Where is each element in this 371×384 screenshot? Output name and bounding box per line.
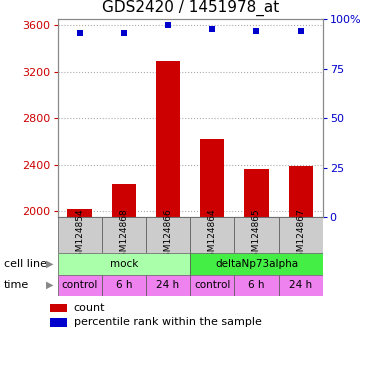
Bar — [190, 253, 323, 275]
Text: count: count — [74, 303, 105, 313]
Point — [298, 28, 303, 34]
Bar — [156, 61, 180, 217]
Bar — [200, 139, 224, 217]
Bar — [279, 217, 323, 253]
Text: GSM124854: GSM124854 — [75, 208, 84, 263]
Text: 24 h: 24 h — [157, 280, 180, 290]
Point — [209, 26, 215, 32]
Bar — [68, 209, 92, 217]
Bar — [58, 217, 102, 253]
Bar — [234, 217, 279, 253]
Title: GDS2420 / 1451978_at: GDS2420 / 1451978_at — [102, 0, 279, 17]
Text: GSM124865: GSM124865 — [252, 208, 261, 263]
Bar — [289, 166, 313, 217]
Bar — [50, 304, 68, 312]
Bar — [244, 169, 269, 217]
Bar — [190, 275, 234, 296]
Bar — [279, 275, 323, 296]
Text: 6 h: 6 h — [116, 280, 132, 290]
Bar — [190, 217, 234, 253]
Bar — [112, 184, 136, 217]
Bar — [146, 217, 190, 253]
Text: control: control — [194, 280, 230, 290]
Point — [253, 28, 259, 34]
Bar — [234, 275, 279, 296]
Text: ▶: ▶ — [46, 259, 54, 269]
Text: 24 h: 24 h — [289, 280, 312, 290]
Text: GSM124864: GSM124864 — [208, 208, 217, 263]
Point — [165, 22, 171, 28]
Point — [121, 30, 127, 36]
Bar — [102, 217, 146, 253]
Text: time: time — [4, 280, 29, 290]
Text: cell line: cell line — [4, 259, 47, 269]
Point — [77, 30, 83, 36]
Text: GSM124868: GSM124868 — [119, 208, 128, 263]
Text: GSM124867: GSM124867 — [296, 208, 305, 263]
Text: control: control — [62, 280, 98, 290]
Text: ▶: ▶ — [46, 280, 54, 290]
Bar — [58, 275, 102, 296]
Text: GSM124866: GSM124866 — [164, 208, 173, 263]
Text: mock: mock — [110, 259, 138, 269]
Bar — [146, 275, 190, 296]
Bar — [102, 275, 146, 296]
Text: deltaNp73alpha: deltaNp73alpha — [215, 259, 298, 269]
Bar — [58, 253, 190, 275]
Bar — [50, 318, 68, 327]
Text: percentile rank within the sample: percentile rank within the sample — [74, 318, 262, 328]
Text: 6 h: 6 h — [248, 280, 265, 290]
